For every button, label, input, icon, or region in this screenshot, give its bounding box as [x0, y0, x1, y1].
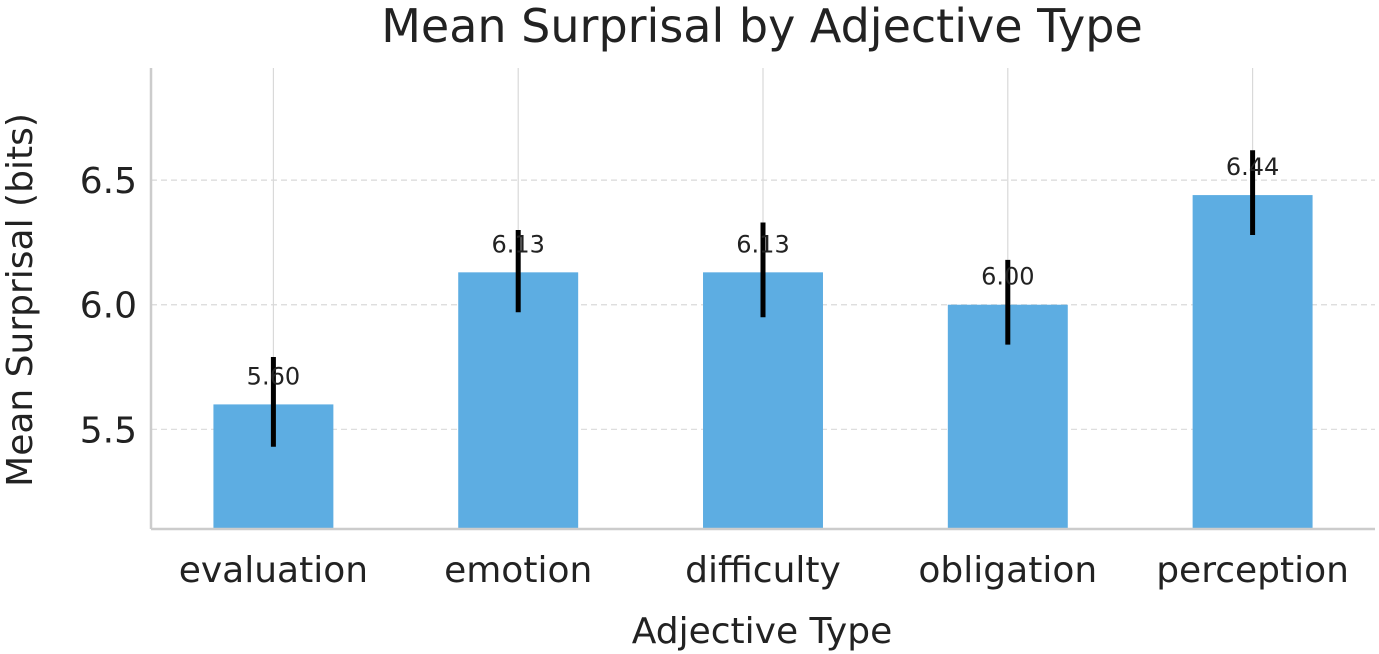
- x-tick-label-obligation: obligation: [918, 550, 1097, 591]
- tick-labels: 5.5 6.0 6.5 evaluation emotion difficulty obli…: [80, 161, 1349, 591]
- error-bars: [270, 150, 1256, 447]
- y-tick-label: 6.0: [80, 286, 137, 327]
- data-label-difficulty: 6.13: [736, 230, 789, 258]
- data-label-emotion: 6.13: [491, 230, 544, 258]
- x-tick-label-difficulty: difficulty: [685, 550, 841, 591]
- bar-emotion: [458, 272, 579, 529]
- data-label-evaluation: 5.60: [247, 362, 300, 390]
- y-tick-label: 6.5: [80, 161, 137, 202]
- x-tick-label-emotion: emotion: [444, 550, 592, 591]
- data-labels: 5.60 6.13 6.13 6.00 6.44: [247, 153, 1280, 390]
- x-axis-label: Adjective Type: [632, 611, 893, 652]
- bars: [213, 195, 1313, 529]
- data-label-obligation: 6.00: [981, 263, 1034, 291]
- bar-perception: [1192, 195, 1313, 529]
- data-label-perception: 6.44: [1226, 153, 1279, 181]
- y-axis-label: Mean Surprisal (bits): [0, 113, 41, 487]
- axes: [149, 68, 1375, 531]
- x-tick-label-perception: perception: [1156, 550, 1349, 591]
- x-tick-label-evaluation: evaluation: [179, 550, 368, 591]
- chart-title: Mean Surprisal by Adjective Type: [381, 0, 1143, 53]
- y-tick-label: 5.5: [80, 410, 137, 451]
